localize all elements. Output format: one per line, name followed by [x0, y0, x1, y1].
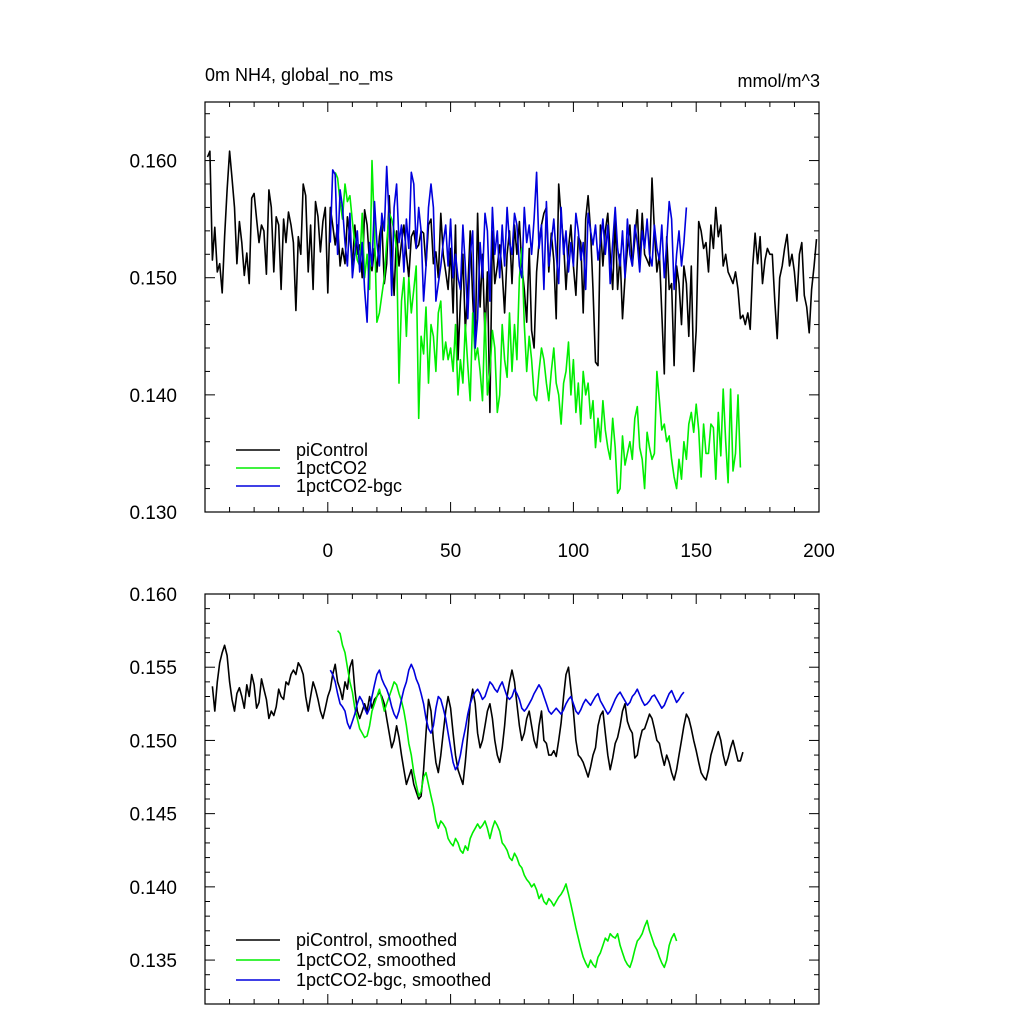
y-tick-label: 0.150	[129, 269, 177, 290]
y-tick-label: 0.140	[129, 386, 177, 407]
top-panel-tick-labels: 0.130 0.140 0.150 0.160 0 50 100 150 200	[129, 152, 834, 562]
legend-label: piControl, smoothed	[296, 930, 457, 950]
top-panel-units-label: mmol/m^3	[738, 71, 820, 91]
legend-label: 1pctCO2-bgc	[296, 476, 402, 496]
series-line-1pctco2-bgc-smoothed	[329, 663, 685, 771]
legend-label: piControl	[296, 440, 368, 460]
legend-label: 1pctCO2	[296, 458, 367, 478]
x-tick-label: 0	[323, 541, 334, 562]
bottom-panel: 0.135 0.140 0.145 0.150 0.155 0.160 piControl…	[129, 585, 820, 1005]
x-tick-label: 50	[440, 541, 461, 562]
y-tick-label: 0.135	[129, 951, 177, 972]
series-line-1pctco2-bgc	[329, 165, 688, 349]
top-panel-title-left: 0m NH4, global_no_ms	[205, 65, 393, 86]
y-tick-label: 0.130	[129, 503, 177, 524]
y-tick-label: 0.160	[129, 585, 177, 606]
legend-label: 1pctCO2, smoothed	[296, 950, 456, 970]
bottom-panel-series-lines	[211, 630, 744, 969]
top-panel-series-lines	[206, 150, 818, 495]
top-panel-ticks	[205, 102, 820, 513]
top-panel: 0m NH4, global_no_ms mmol/m^3 0.130 0.140…	[129, 65, 834, 562]
series-line-picontrol	[206, 150, 818, 414]
top-panel-plot-frame	[204, 101, 820, 513]
y-tick-label: 0.145	[129, 805, 177, 826]
bottom-panel-tick-labels: 0.135 0.140 0.145 0.150 0.155 0.160	[129, 585, 177, 972]
x-tick-label: 150	[680, 541, 712, 562]
series-line-picontrol-smoothed	[211, 644, 744, 800]
series-line-1pctco2	[334, 159, 742, 495]
y-tick-label: 0.160	[129, 152, 177, 173]
series-line-1pctco2-smoothed	[336, 630, 678, 969]
bottom-panel-ticks	[205, 593, 820, 1005]
x-tick-label: 100	[558, 541, 590, 562]
legend-label: 1pctCO2-bgc, smoothed	[296, 970, 491, 990]
y-tick-label: 0.140	[129, 878, 177, 899]
x-tick-label: 200	[803, 541, 835, 562]
y-tick-label: 0.150	[129, 731, 177, 752]
y-tick-label: 0.155	[129, 658, 177, 679]
